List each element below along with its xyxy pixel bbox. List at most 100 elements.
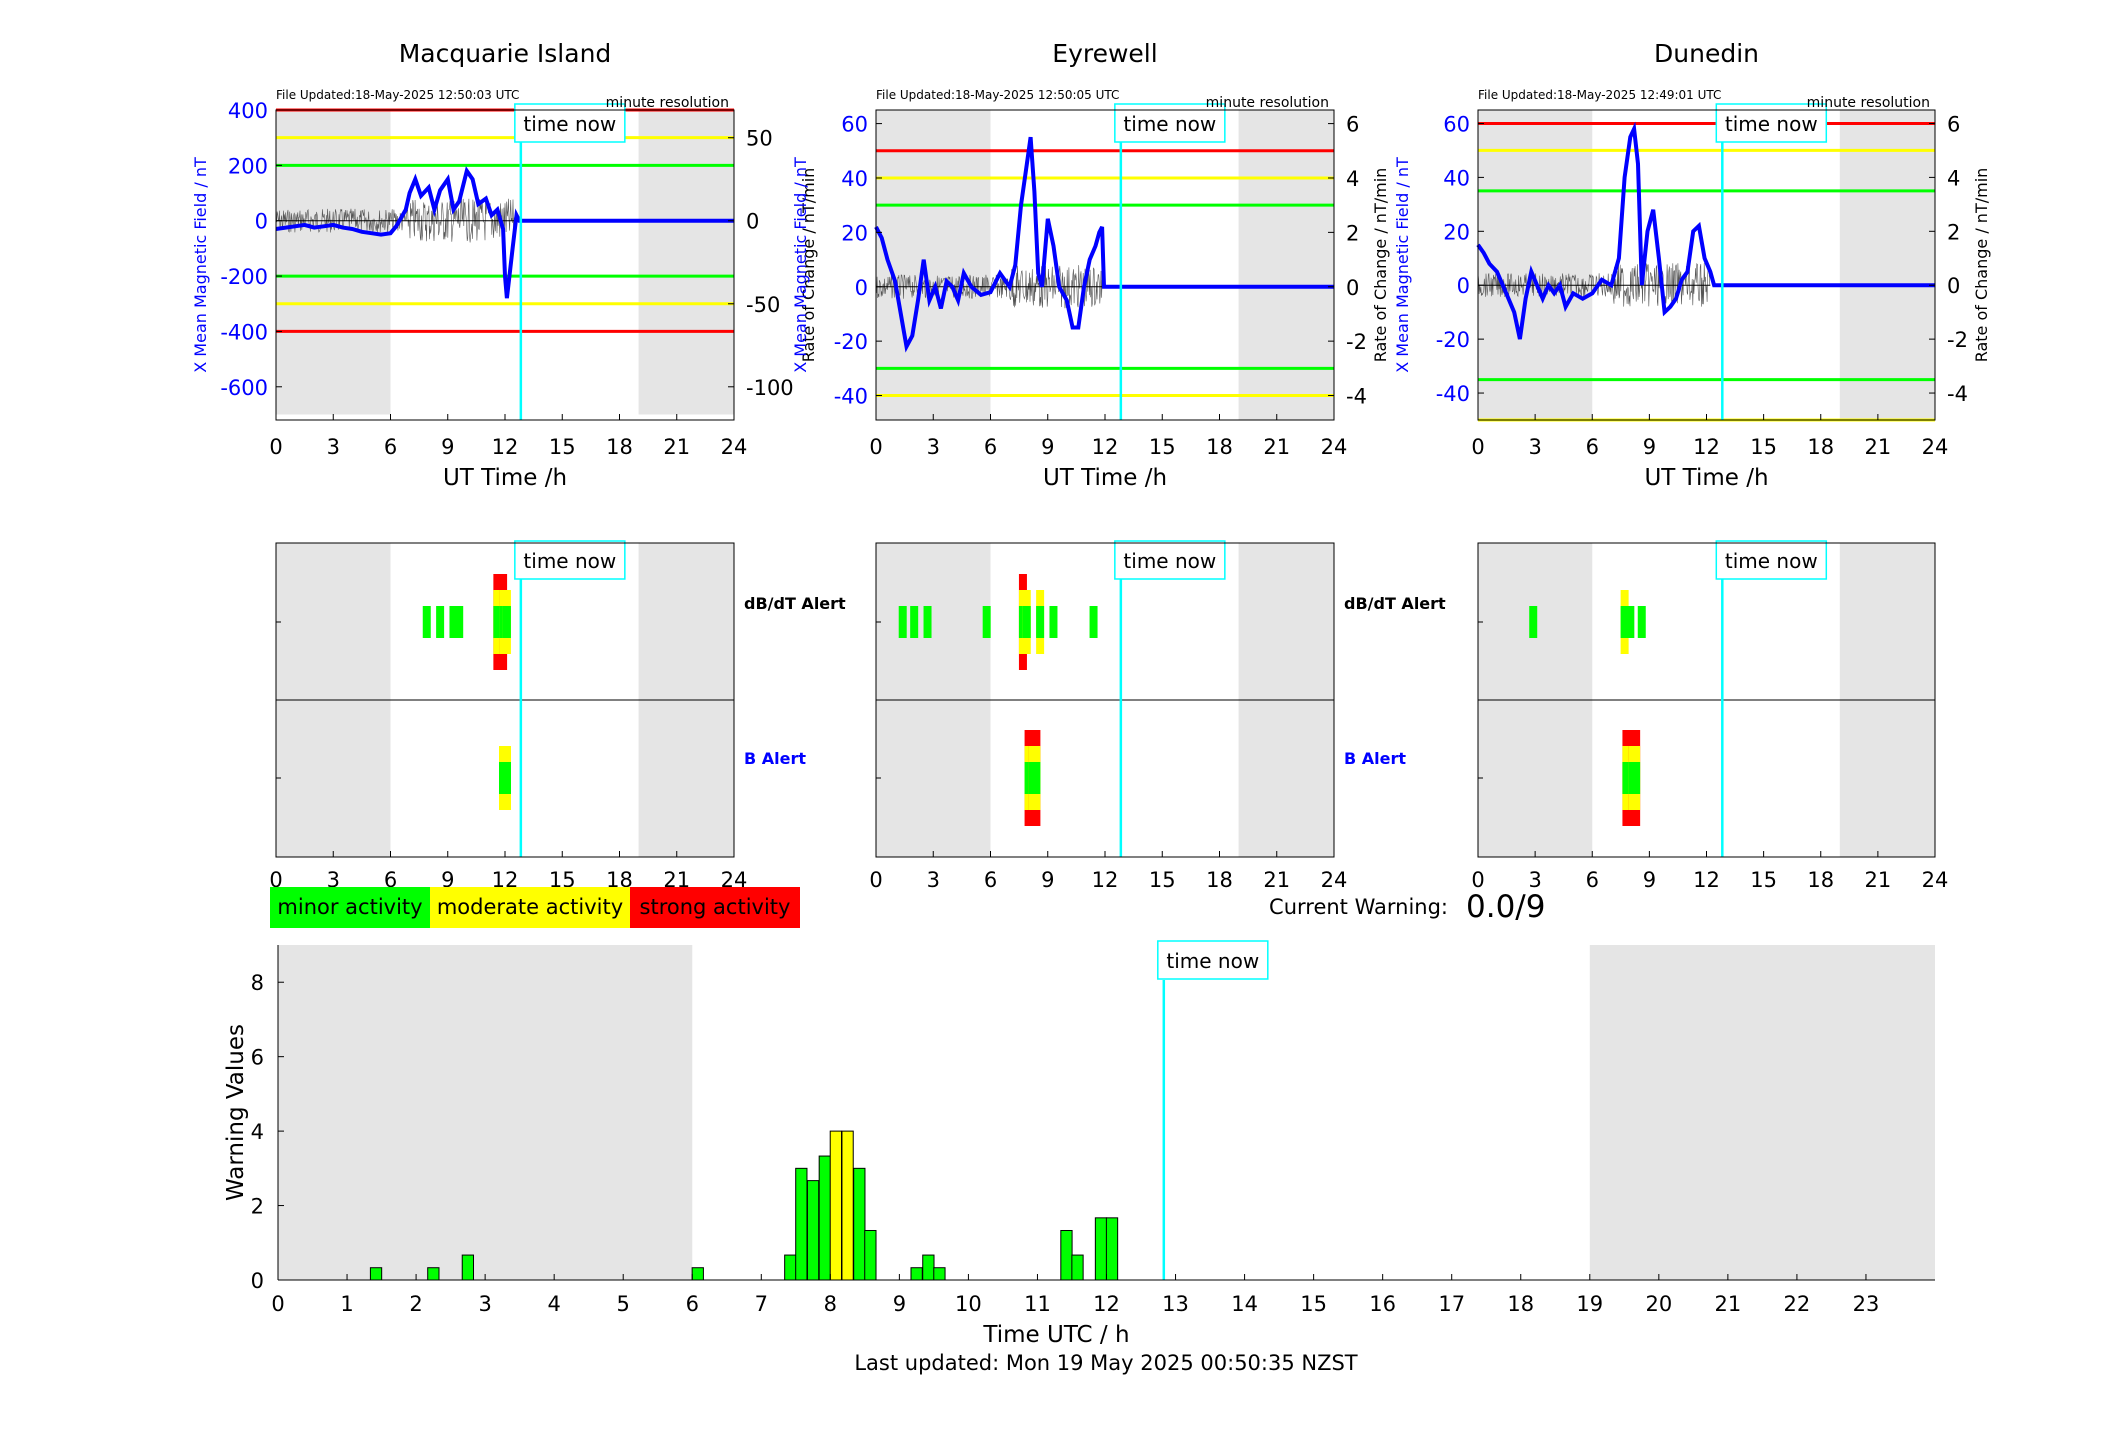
xtick-top-label: 21 (1263, 435, 1290, 459)
ytick-left-label: -40 (1436, 382, 1470, 406)
alert-mark-minor (898, 606, 907, 638)
xtick-label: 7 (755, 1292, 768, 1316)
ytick-right-label: 4 (1346, 167, 1359, 191)
ytick-right-label: 0 (1947, 274, 1960, 298)
xtick-top-label: 3 (327, 435, 340, 459)
xtick-alert-label: 24 (1922, 868, 1949, 892)
legend-swatch (630, 887, 800, 928)
xtick-alert-label: 6 (1586, 868, 1599, 892)
ytick-right-label: 4 (1947, 166, 1960, 190)
xtick-label: 15 (1300, 1292, 1327, 1316)
warning-bar (829, 1130, 842, 1281)
alert-mark-minor (449, 606, 458, 638)
xtick-alert-label: 24 (1321, 868, 1348, 892)
ylabel-right: Rate of Change / nT/min (1371, 168, 1390, 363)
alert-mark-minor (1049, 606, 1058, 638)
xtick-alert-label: 9 (1041, 868, 1054, 892)
xtick-label: 22 (1784, 1292, 1811, 1316)
legend-label: minor activity (277, 895, 422, 919)
xtick-alert-label: 21 (1263, 868, 1290, 892)
time-now-box (514, 540, 626, 580)
warning-bar (806, 1180, 820, 1281)
xtick-top-label: 21 (663, 435, 690, 459)
alert-mark-minor (1529, 606, 1538, 638)
xtick-top-label: 15 (549, 435, 576, 459)
ytick-right-label: -100 (746, 376, 794, 400)
xtick-top-label: 6 (384, 435, 397, 459)
xtick-label: 1 (340, 1292, 353, 1316)
xtick-top-label: 15 (1750, 435, 1777, 459)
time-now-box (1114, 540, 1226, 580)
b-alert-label: B Alert (744, 749, 806, 768)
rate-of-change-line (275, 198, 515, 243)
xtick-alert-label: 9 (1643, 868, 1656, 892)
station-title: Macquarie Island (399, 39, 612, 68)
warning-bar (461, 1254, 475, 1281)
alert-mark-minor (1626, 606, 1635, 638)
xtick-top-label: 15 (1149, 435, 1176, 459)
file-updated: File Updated:18-May-2025 12:50:05 UTC (876, 88, 1119, 102)
ytick-left-label: -20 (1436, 328, 1470, 352)
xtick-label: 13 (1162, 1292, 1189, 1316)
night-shade (1839, 110, 1935, 420)
night-shade (276, 110, 391, 415)
warning-bar (853, 1167, 866, 1281)
resolution-label: minute resolution (1206, 95, 1329, 111)
xtick-alert-label: 0 (269, 868, 282, 892)
xtick-alert-label: 3 (1528, 868, 1541, 892)
xtick-top-label: 24 (1321, 435, 1348, 459)
field-series-line (275, 166, 734, 299)
xtick-alert-label: 12 (1092, 868, 1119, 892)
ytick-left-label: 0 (855, 276, 868, 300)
alert-mark-minor (1022, 606, 1031, 638)
ylabel-left: X Mean Magnetic Field / nT (1393, 157, 1412, 373)
warning-bar (864, 1229, 877, 1281)
warning-bar (369, 1267, 383, 1281)
ytick-left-label: 60 (841, 113, 868, 137)
xtick-alert-label: 0 (1471, 868, 1484, 892)
xtick-label: 9 (893, 1292, 906, 1316)
legend-label: strong activity (640, 895, 791, 919)
xtick-label: 18 (1507, 1292, 1534, 1316)
file-updated: File Updated:18-May-2025 12:50:03 UTC (276, 88, 519, 102)
ytick-right-label: 2 (1947, 220, 1960, 244)
ylabel-left: X Mean Magnetic Field / nT (791, 157, 810, 373)
warning-bar (691, 1267, 704, 1281)
ytick-left-label: 20 (841, 221, 868, 245)
time-now-label: time now (1123, 112, 1216, 136)
xtick-label: 14 (1231, 1292, 1258, 1316)
night-shade (1478, 110, 1593, 420)
xtick-alert-label: 0 (869, 868, 882, 892)
ytick-label: 6 (251, 1046, 264, 1070)
xtick-label: 5 (617, 1292, 630, 1316)
ytick-left-label: 0 (1457, 274, 1470, 298)
xtick-top-label: 18 (606, 435, 633, 459)
warning-bar (922, 1254, 935, 1281)
night-shade (1238, 110, 1334, 420)
ytick-label: 2 (251, 1195, 264, 1219)
night-shade (1589, 945, 1935, 1280)
xtick-label: 4 (547, 1292, 560, 1316)
alert-mark-minor (1089, 606, 1098, 638)
xtick-label: 19 (1576, 1292, 1603, 1316)
ylabel-left: X Mean Magnetic Field / nT (191, 157, 210, 373)
xtick-top-label: 18 (1206, 435, 1233, 459)
b-alert-label: B Alert (1344, 749, 1406, 768)
xtick-label: 8 (824, 1292, 837, 1316)
ytick-left-label: 40 (1443, 166, 1470, 190)
warning-bar (818, 1155, 831, 1281)
legend-swatch (430, 887, 630, 928)
ytick-right-label: 50 (746, 127, 773, 151)
xtick-label: 6 (686, 1292, 699, 1316)
warning-bar (1105, 1217, 1119, 1281)
current-warning-value: 0.0/9 (1466, 889, 1545, 925)
alert-mark-minor (455, 606, 464, 638)
ylabel: Warning Values (223, 1024, 249, 1201)
xtick-alert-label: 15 (1750, 868, 1777, 892)
ytick-right-label: 6 (1947, 112, 1960, 136)
xtick-label: 0 (271, 1292, 284, 1316)
xtick-label: 11 (1024, 1292, 1051, 1316)
alert-mark-minor (1620, 606, 1629, 638)
legend-swatch (270, 887, 430, 928)
xtick-top-label: 12 (1092, 435, 1119, 459)
